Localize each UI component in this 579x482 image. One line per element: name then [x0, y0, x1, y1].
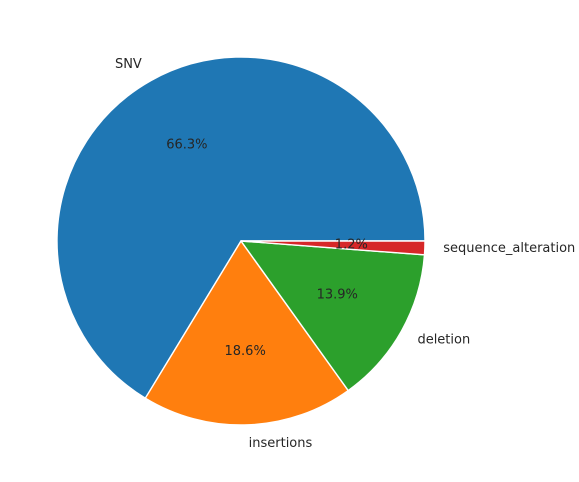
pie-slices	[56, 56, 426, 426]
slice-label-snv: SNV	[115, 57, 142, 72]
slice-label-deletion: deletion	[417, 333, 470, 348]
pie-slice-insertions	[144, 240, 349, 426]
slice-label-sequence-alteration: sequence_alteration	[443, 241, 575, 256]
pie-slice-deletion	[240, 240, 426, 392]
pie-slice-snv	[56, 56, 426, 399]
pie-labels: SNV 66.3% insertions 18.6% deletion 13.9% sequ…	[115, 57, 575, 451]
slice-percent-sequence-alteration: 1.2%	[335, 238, 368, 253]
slice-percent-snv: 66.3%	[166, 137, 207, 152]
slice-percent-insertions: 18.6%	[225, 344, 266, 359]
slice-label-insertions: insertions	[249, 436, 313, 451]
slice-percent-deletion: 13.9%	[317, 288, 358, 303]
pie-slice-sequence-alteration	[240, 240, 426, 256]
